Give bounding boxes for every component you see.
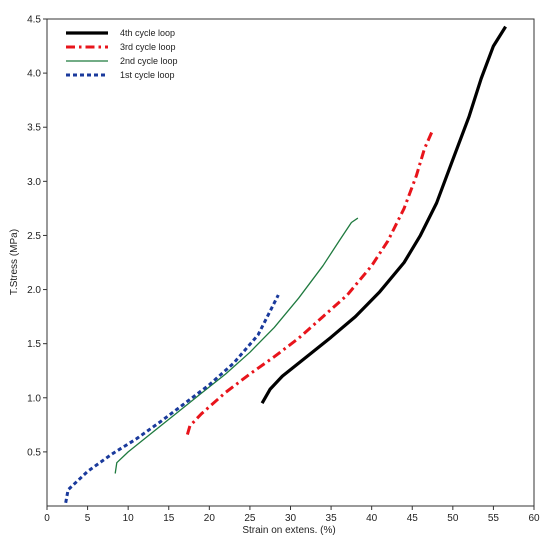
- series-line-4: [64, 294, 280, 504]
- x-tick-label: 25: [244, 513, 256, 524]
- y-axis-ticks: 0.5 1.0 1.5 2.0 2.5 3.0 3.5 4.0 4.5: [27, 15, 47, 458]
- x-tick-label: 45: [407, 513, 419, 524]
- plot-frame: [46, 18, 535, 507]
- y-tick-label: 3.5: [27, 123, 41, 134]
- y-tick-label: 2.0: [27, 285, 41, 296]
- x-axis-title: Strain on extens. (%): [242, 525, 335, 536]
- x-tick-label: 50: [447, 513, 459, 524]
- y-tick-label: 3.0: [27, 177, 41, 188]
- x-tick-label: 30: [285, 513, 297, 524]
- y-tick-label: 4.0: [27, 69, 41, 80]
- x-tick-label: 20: [204, 513, 216, 524]
- y-tick-label: 0.5: [27, 447, 41, 458]
- legend-label-1: 4th cycle loop: [120, 28, 175, 38]
- y-tick-label: 1.5: [27, 339, 41, 350]
- series-line-2: [185, 129, 434, 436]
- x-tick-label: 0: [44, 513, 50, 524]
- y-axis-title: T.Stress (MPa): [9, 229, 20, 295]
- plot-area: [46, 18, 535, 507]
- y-tick-label: 1.0: [27, 393, 41, 404]
- series-line-1: [260, 25, 507, 404]
- legend: 4th cycle loop 3rd cycle loop 2nd cycle lo…: [66, 28, 178, 80]
- legend-label-4: 1st cycle loop: [120, 70, 175, 80]
- x-tick-label: 15: [163, 513, 175, 524]
- x-tick-label: 60: [528, 513, 540, 524]
- series-line-3: [114, 217, 359, 474]
- x-tick-label: 55: [488, 513, 500, 524]
- y-tick-label: 2.5: [27, 231, 41, 242]
- x-tick-label: 35: [326, 513, 338, 524]
- x-axis-ticks: 0 5 10 15 20 25 30 35 40 45 50 55 60: [44, 506, 540, 524]
- x-tick-label: 40: [366, 513, 378, 524]
- x-tick-label: 10: [123, 513, 135, 524]
- y-tick-label: 4.5: [27, 15, 41, 26]
- series-layer: [64, 25, 507, 504]
- legend-label-2: 3rd cycle loop: [120, 42, 176, 52]
- x-tick-label: 5: [85, 513, 91, 524]
- legend-label-3: 2nd cycle loop: [120, 56, 178, 66]
